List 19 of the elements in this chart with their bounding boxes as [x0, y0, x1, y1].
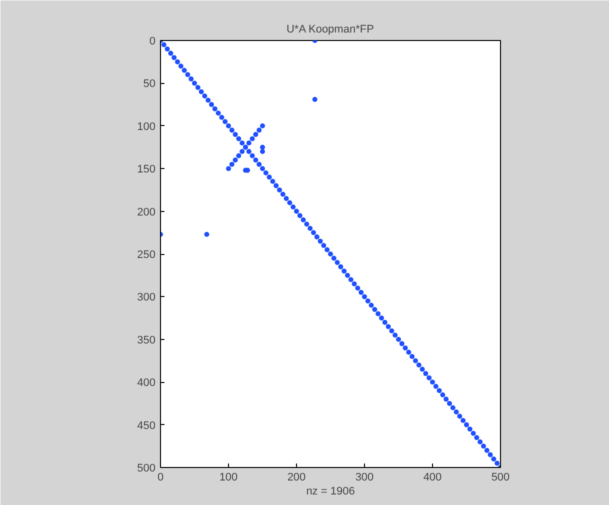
- x-tick-label: 300: [355, 472, 374, 484]
- y-tick-label: 450: [137, 420, 156, 432]
- x-tick-label: 100: [219, 472, 238, 484]
- y-tick-label: 50: [143, 78, 156, 90]
- x-tick-label: 400: [423, 472, 442, 484]
- y-tick-label: 350: [137, 334, 156, 346]
- y-tick-label: 400: [137, 377, 156, 390]
- y-tick-label: 100: [137, 120, 156, 133]
- x-tick-label: 0: [157, 472, 164, 484]
- x-tick-label: 500: [491, 472, 510, 484]
- chart-title: U*A Koopman*FP: [286, 24, 374, 36]
- y-tick-label: 200: [137, 206, 156, 218]
- y-tick-label: 150: [137, 164, 156, 176]
- y-tick-label: 500: [137, 462, 156, 474]
- y-tick-label: 300: [137, 292, 156, 304]
- y-tick-label: 250: [137, 249, 156, 261]
- y-tick-label: 0: [149, 36, 156, 48]
- x-axis-title: nz = 1906: [306, 486, 355, 498]
- x-tick-label: 200: [287, 472, 306, 484]
